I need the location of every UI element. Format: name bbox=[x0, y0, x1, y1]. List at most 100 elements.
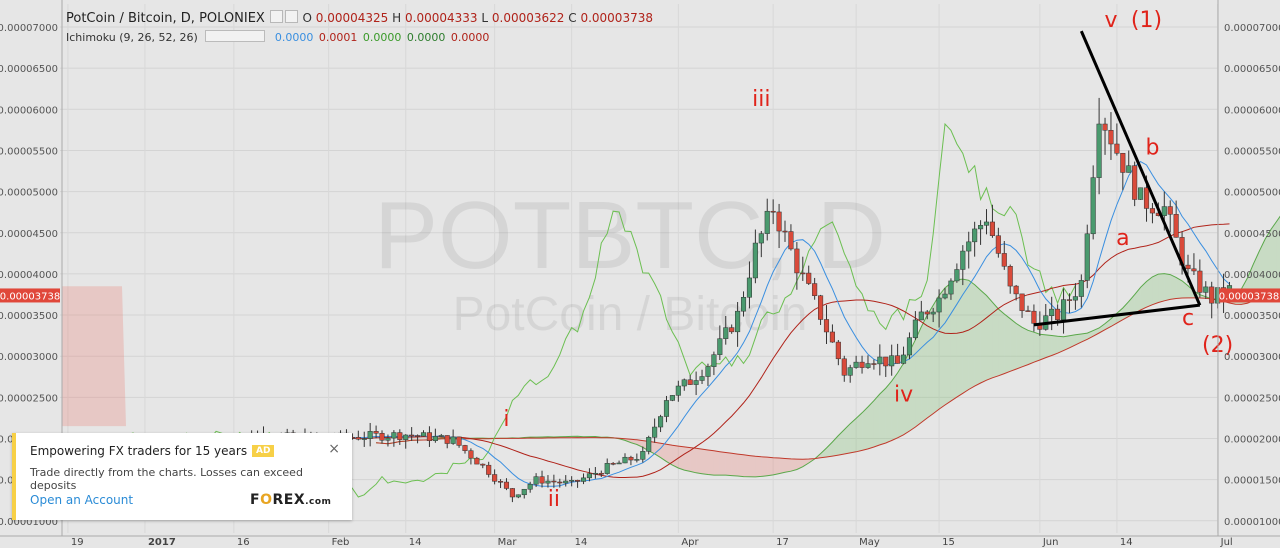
candle-body bbox=[746, 277, 753, 298]
candle-body bbox=[675, 385, 681, 396]
cloud-segment bbox=[672, 445, 679, 468]
candle bbox=[978, 220, 984, 245]
candle-body bbox=[1149, 208, 1155, 214]
time-tick-label: 14 bbox=[409, 537, 422, 548]
time-tick-label: May bbox=[859, 537, 880, 548]
candle-body bbox=[610, 463, 616, 465]
candle bbox=[1019, 293, 1025, 318]
ad-description: Trade directly from the charts. Losses c… bbox=[30, 466, 303, 492]
wave-label: iv bbox=[894, 382, 913, 407]
candle-body bbox=[527, 483, 533, 490]
candle bbox=[806, 265, 812, 285]
candle-body bbox=[480, 463, 486, 466]
candle bbox=[883, 356, 889, 377]
candle bbox=[586, 468, 592, 482]
candle-body bbox=[438, 435, 444, 437]
candle bbox=[1102, 117, 1108, 155]
candle-body bbox=[829, 331, 835, 343]
candle-body bbox=[960, 250, 966, 270]
candle bbox=[444, 435, 450, 449]
candle-body bbox=[1126, 165, 1132, 173]
candle-body bbox=[450, 436, 456, 444]
candle-body bbox=[871, 363, 877, 365]
candle-body bbox=[1120, 153, 1126, 173]
candle bbox=[752, 229, 758, 284]
candle-body bbox=[1161, 206, 1167, 216]
cloud-segment bbox=[1271, 221, 1277, 294]
candle-body bbox=[847, 367, 853, 376]
cloud-segment bbox=[986, 295, 993, 381]
indicator-controls[interactable] bbox=[205, 30, 266, 42]
candle-body bbox=[1019, 293, 1025, 311]
candle bbox=[474, 456, 480, 465]
price-tick-label-right: 0.00007000 bbox=[1224, 23, 1280, 34]
candle bbox=[912, 311, 918, 340]
candle-body bbox=[474, 457, 480, 465]
candle bbox=[954, 263, 960, 283]
candle bbox=[557, 478, 563, 488]
wave-label: b bbox=[1145, 136, 1159, 161]
ad-title: Empowering FX traders for 15 years bbox=[30, 444, 248, 458]
candle-body bbox=[900, 354, 907, 364]
advertisement-banner[interactable]: Empowering FX traders for 15 years AD × … bbox=[12, 433, 352, 520]
settings-icon[interactable] bbox=[284, 10, 298, 23]
price-tick-label-right: 0.00003500 bbox=[1224, 311, 1280, 322]
price-tick-label-left: 0.00003500 bbox=[0, 311, 58, 322]
candle-body bbox=[628, 456, 634, 461]
candle-body bbox=[735, 310, 741, 333]
last-price-label-left: 0.00003738 bbox=[0, 291, 60, 302]
candle bbox=[432, 428, 438, 443]
candle bbox=[800, 256, 806, 281]
candle-body bbox=[877, 356, 883, 365]
candle-body bbox=[622, 456, 628, 464]
candle-body bbox=[1167, 206, 1173, 215]
candle bbox=[622, 453, 628, 464]
candle bbox=[1108, 112, 1114, 160]
candle-body bbox=[895, 355, 901, 364]
candle bbox=[575, 479, 581, 488]
candle bbox=[497, 479, 504, 489]
candle bbox=[415, 434, 421, 444]
open-account-link[interactable]: Open an Account bbox=[30, 493, 134, 507]
candle-body bbox=[515, 494, 521, 498]
candle bbox=[379, 430, 385, 444]
last-price-marker-right bbox=[1219, 288, 1280, 303]
candle-body bbox=[569, 480, 575, 482]
cloud-segment bbox=[1182, 280, 1188, 298]
candle bbox=[812, 277, 818, 300]
cloud-segment bbox=[749, 455, 756, 477]
candle bbox=[764, 198, 770, 241]
candle-body bbox=[497, 481, 504, 483]
candle bbox=[420, 430, 427, 437]
cloud-segment bbox=[1099, 323, 1105, 333]
candle bbox=[610, 462, 616, 466]
candle-body bbox=[551, 480, 557, 483]
price-tick-label-left: 0.00002500 bbox=[0, 393, 58, 404]
cloud-segment bbox=[868, 400, 874, 449]
cloud-segment bbox=[862, 406, 868, 451]
cloud-segment bbox=[767, 457, 774, 476]
candle-body bbox=[1031, 310, 1037, 324]
candle bbox=[663, 395, 670, 423]
cloud-segment bbox=[945, 283, 951, 405]
candle bbox=[527, 481, 533, 493]
cloud-segment bbox=[708, 450, 714, 476]
cloud-segment bbox=[998, 309, 1005, 376]
candle bbox=[1025, 305, 1031, 312]
candle-body bbox=[806, 272, 812, 284]
candle bbox=[1149, 203, 1155, 224]
toggle-icon[interactable] bbox=[269, 10, 283, 23]
candle bbox=[1072, 283, 1078, 310]
candle-body bbox=[942, 293, 948, 299]
candle-body bbox=[1173, 214, 1179, 238]
price-tick-label-left: 0.00005000 bbox=[0, 188, 58, 199]
close-icon[interactable]: × bbox=[328, 441, 340, 457]
cloud-segment bbox=[909, 339, 916, 431]
candle-body bbox=[776, 211, 782, 232]
candle-body bbox=[853, 361, 859, 368]
candle bbox=[1049, 296, 1055, 331]
price-tick-label-left: 0.00006500 bbox=[0, 64, 58, 75]
candle-body bbox=[729, 327, 735, 333]
watermark-symbol: POTBTC, D bbox=[374, 182, 886, 289]
candle bbox=[409, 427, 415, 441]
